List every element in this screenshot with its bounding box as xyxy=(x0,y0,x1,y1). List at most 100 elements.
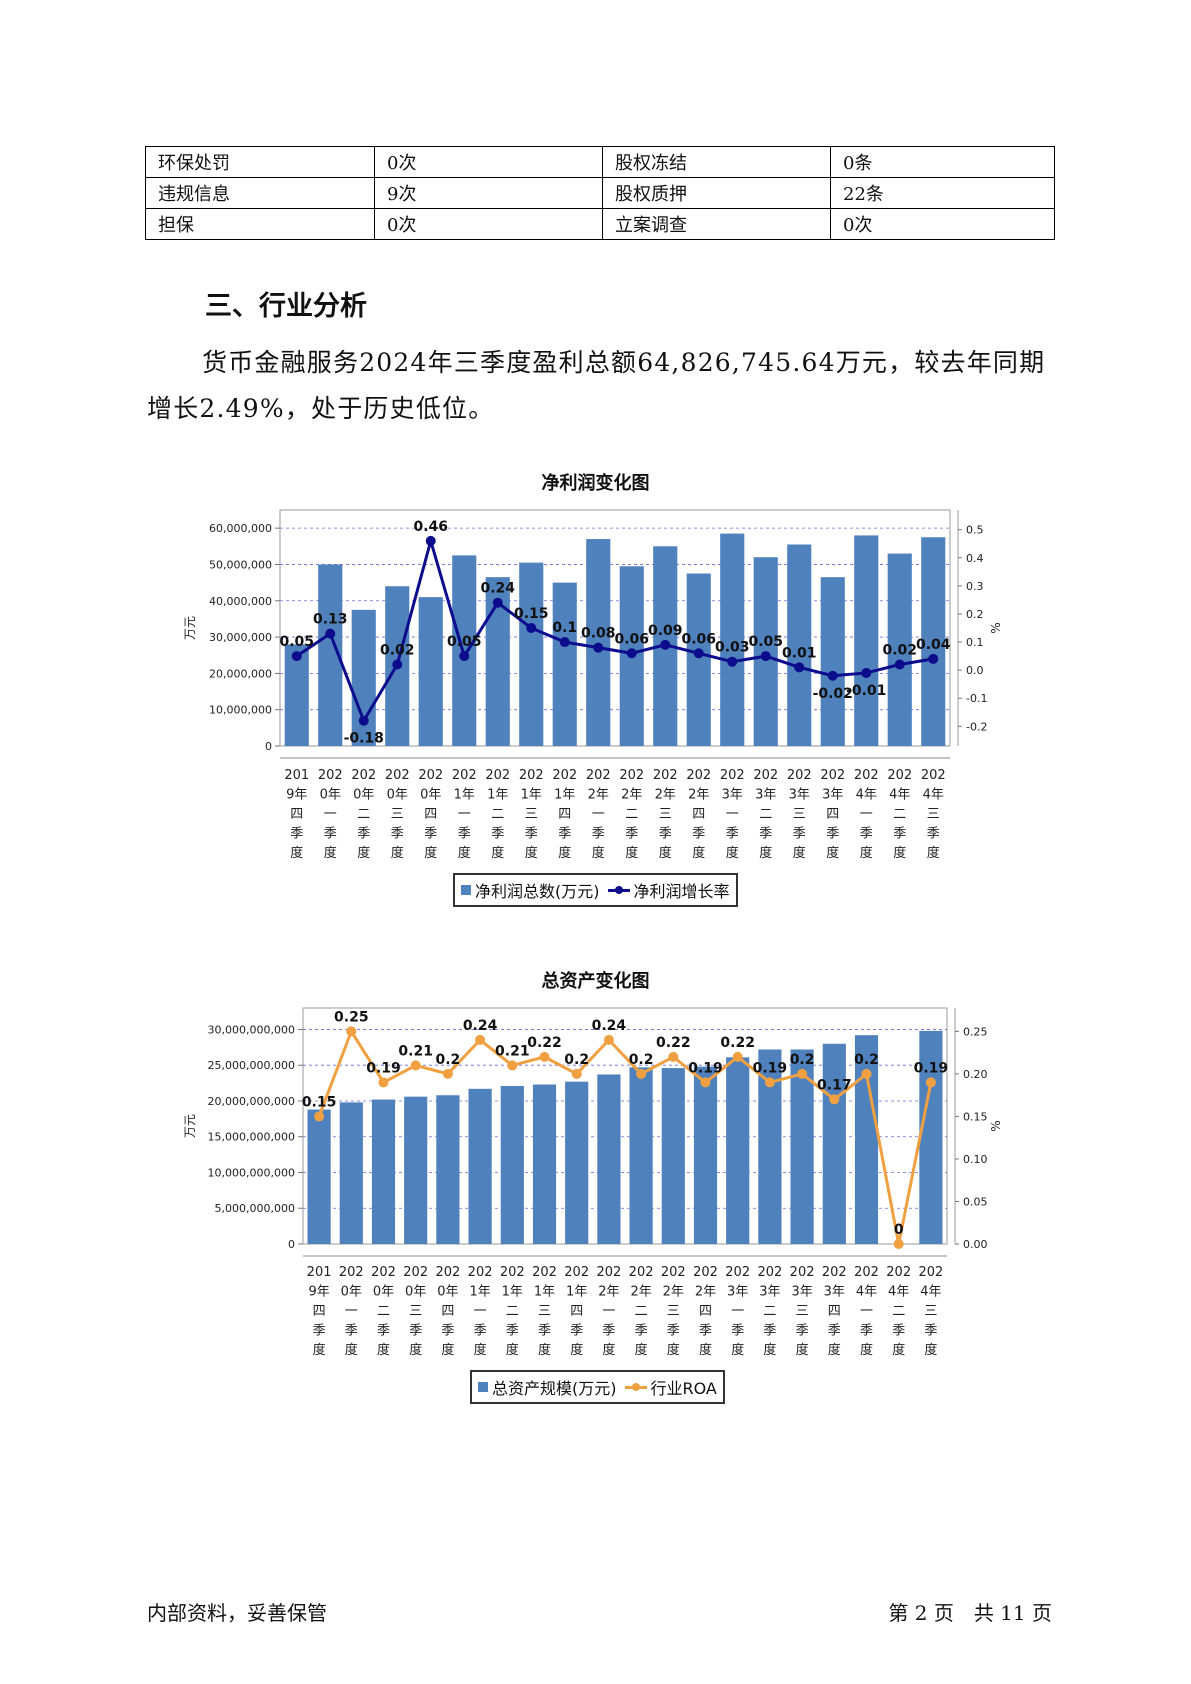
x-tick-label: 202 3年一季度 xyxy=(725,1265,750,1358)
x-tick-label: 202 2年一季度 xyxy=(596,1265,621,1358)
data-label: 0 xyxy=(894,1222,904,1238)
line-point xyxy=(626,648,637,659)
chart-legend: 净利润总数(万元) 净利润增长率 xyxy=(453,873,738,907)
y2-tick-label: 0.3 xyxy=(966,580,984,593)
y-tick-label: 20,000,000,000 xyxy=(208,1095,295,1108)
bar xyxy=(284,644,309,746)
line-point xyxy=(893,1239,904,1249)
line-point xyxy=(732,1051,743,1062)
data-label: 0.19 xyxy=(688,1060,723,1076)
data-label: 0.19 xyxy=(366,1060,401,1076)
line-point xyxy=(410,1060,421,1071)
table-cell-value: 0条 xyxy=(830,146,1055,178)
line-point xyxy=(392,659,403,670)
y-tick-label: 60,000,000 xyxy=(209,522,272,535)
line-point xyxy=(559,637,570,648)
y-tick-label: 25,000,000,000 xyxy=(208,1059,295,1072)
y2-axis-label: % xyxy=(989,1120,1003,1131)
bar xyxy=(820,577,845,746)
table-cell-label: 股权质押 xyxy=(602,177,831,209)
chart-title-net-profit: 净利润变化图 xyxy=(541,473,650,494)
bar xyxy=(452,555,477,746)
x-tick-label: 202 3年三季度 xyxy=(787,768,812,861)
table-cell-label: 担保 xyxy=(145,208,375,240)
data-label: 0.2 xyxy=(790,1052,815,1068)
legend-line-swatch xyxy=(624,1382,647,1391)
data-label: 0.22 xyxy=(656,1035,691,1051)
table-cell-value: 0次 xyxy=(374,146,603,178)
bar xyxy=(661,1068,685,1244)
y2-axis-label: % xyxy=(989,622,1003,633)
bar xyxy=(629,1067,653,1244)
bar xyxy=(693,1066,718,1244)
y-tick-label: 50,000,000 xyxy=(209,558,272,571)
line-point xyxy=(539,1051,550,1062)
x-tick-label: 202 0年二季度 xyxy=(371,1265,396,1358)
y-tick-label: 30,000,000 xyxy=(209,631,272,644)
data-label: 0.24 xyxy=(463,1018,498,1034)
x-tick-label: 202 1年三季度 xyxy=(532,1265,557,1358)
data-label: 0.2 xyxy=(854,1052,879,1068)
data-label: 0.17 xyxy=(817,1077,852,1093)
x-tick-label: 202 0年一季度 xyxy=(339,1265,364,1358)
line-point xyxy=(507,1060,518,1071)
table-cell-value: 0次 xyxy=(374,208,603,240)
y-tick-label: 10,000,000 xyxy=(209,704,272,717)
y2-tick-label: 0.5 xyxy=(966,524,984,537)
x-tick-label: 202 2年三季度 xyxy=(661,1265,686,1358)
table-row: 环保处罚 0次 股权冻结 0条 xyxy=(145,146,1055,178)
line-point xyxy=(603,1034,614,1045)
y-tick-label: 0 xyxy=(288,1238,295,1251)
x-tick-label: 202 3年一季度 xyxy=(720,768,745,861)
line-point xyxy=(425,535,436,546)
y-tick-label: 40,000,000 xyxy=(209,595,272,608)
table-cell-label: 环保处罚 xyxy=(145,146,375,178)
bar xyxy=(552,582,577,746)
line-point xyxy=(861,1068,872,1079)
data-label: 0.19 xyxy=(753,1060,788,1076)
x-tick-label: 202 4年三季度 xyxy=(921,768,946,861)
data-label: 0.2 xyxy=(564,1052,589,1068)
line-point xyxy=(526,623,537,633)
series-line xyxy=(295,535,934,725)
data-label: 0.46 xyxy=(413,519,448,535)
data-label: -0.01 xyxy=(846,683,886,699)
line-point xyxy=(492,597,503,608)
bar xyxy=(854,535,879,746)
x-tick-label: 202 2年二季度 xyxy=(629,1265,654,1358)
x-tick-label: 202 1年一季度 xyxy=(452,768,477,861)
y2-tick-label: 0.2 xyxy=(966,608,984,621)
x-tick-label: 202 2年四季度 xyxy=(686,768,711,861)
y2-tick-label: -0.2 xyxy=(966,720,987,733)
y2-tick-label: 0.15 xyxy=(963,1110,988,1123)
line-point xyxy=(861,667,872,678)
table-cell-value: 9次 xyxy=(374,177,603,209)
bar xyxy=(371,1099,396,1244)
data-label: 0.22 xyxy=(527,1035,562,1051)
x-tick-label: 202 2年四季度 xyxy=(693,1265,718,1358)
data-label: 0.24 xyxy=(480,581,515,597)
table-cell-label: 股权冻结 xyxy=(602,146,831,178)
data-label: 0.06 xyxy=(614,631,649,647)
line-point xyxy=(700,1077,711,1088)
legend-bar-label: 净利润总数(万元) xyxy=(475,882,600,901)
data-label: 0.21 xyxy=(398,1043,433,1059)
net-profit-chart: 0 10,000,000 20,000,000 30,000,000 40,000,00… xyxy=(183,509,1003,861)
x-tick-label: 202 3年四季度 xyxy=(820,768,845,861)
bar xyxy=(565,1081,589,1244)
bar xyxy=(758,1049,782,1244)
table-cell-label: 违规信息 xyxy=(145,177,375,209)
y2-tick-label: 0.00 xyxy=(963,1238,988,1251)
bar xyxy=(586,539,611,746)
data-label: 0.09 xyxy=(648,623,683,639)
total-assets-chart: 0 5,000,000,000 10,000,000,000 15,000,000,0… xyxy=(183,1007,1003,1358)
line-point xyxy=(693,648,704,659)
x-tick-label: 202 0年一季度 xyxy=(318,768,343,861)
data-label: 0.02 xyxy=(380,643,415,659)
line-point xyxy=(475,1034,486,1045)
x-tick-label: 202 2年二季度 xyxy=(619,768,644,861)
legend-bar-swatch xyxy=(461,885,471,895)
y2-tick-label: 0.1 xyxy=(966,636,984,649)
table-cell-value: 22条 xyxy=(830,177,1055,209)
bar xyxy=(822,1043,846,1244)
